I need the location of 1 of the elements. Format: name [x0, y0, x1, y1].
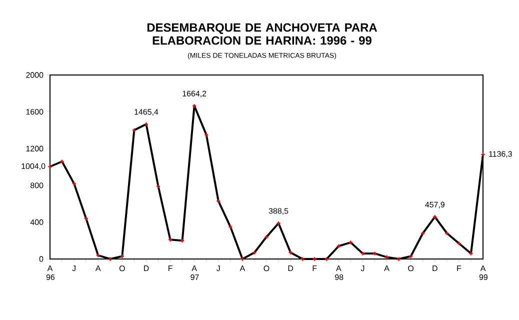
chart-title: DESEMBARQUE DE ANCHOVETA PARA ELABORACION DE HARINA: 1996 - 99 [147, 23, 378, 45]
